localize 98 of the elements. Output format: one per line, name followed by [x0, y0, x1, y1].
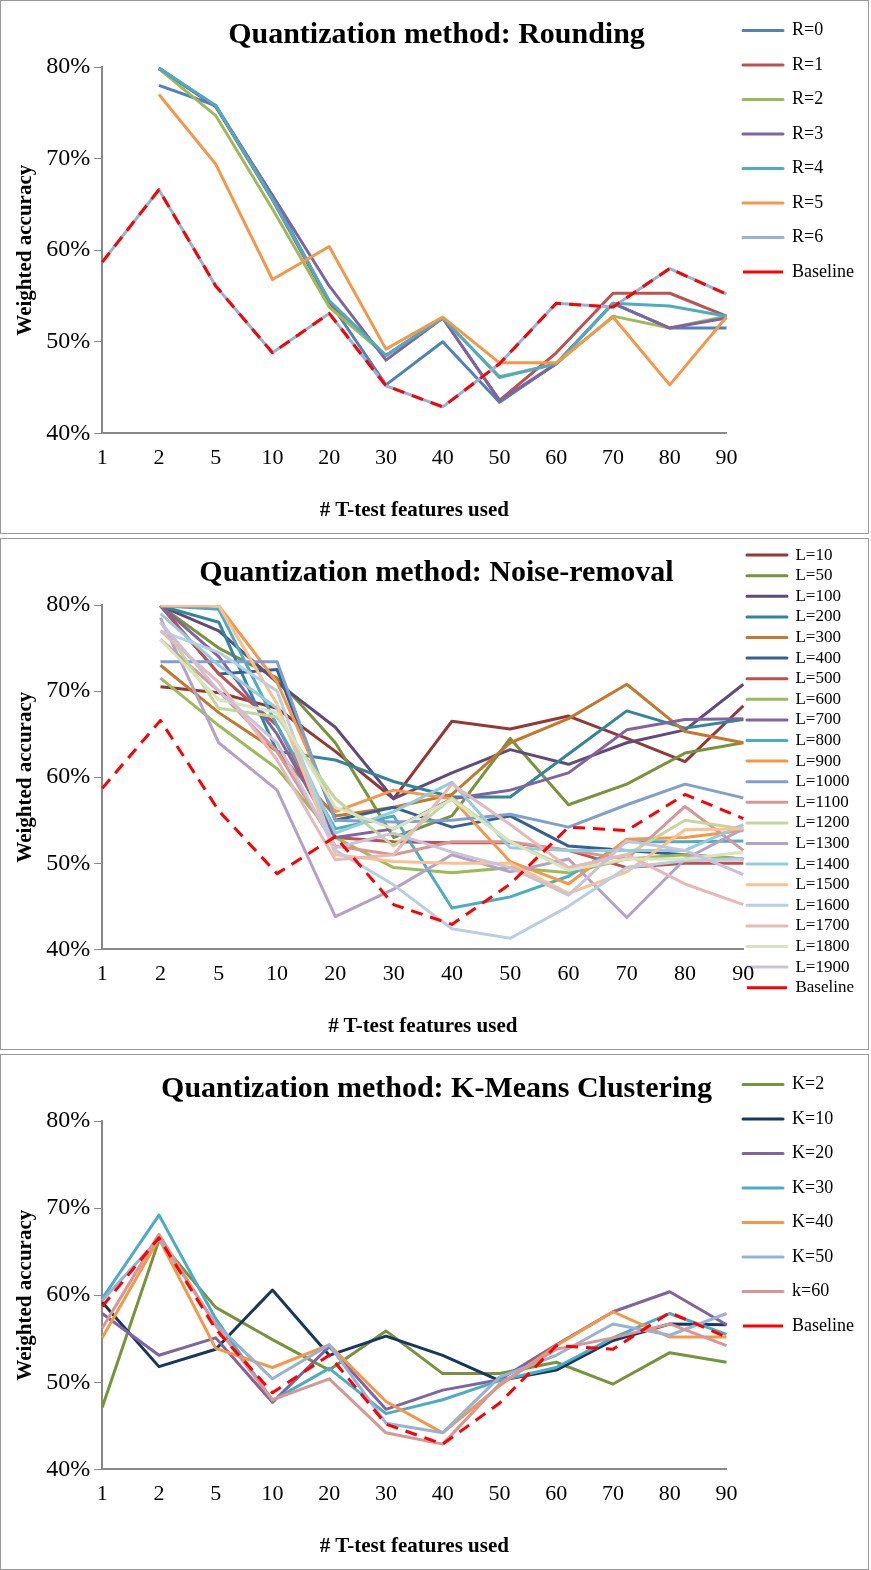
x-tick-label: 30: [382, 960, 405, 986]
y-tick-label: 50%: [46, 848, 91, 875]
y-tick-label: 80%: [46, 590, 91, 617]
y-tick-label: 60%: [46, 762, 91, 789]
legend-label: Baseline: [792, 1314, 855, 1335]
x-tick-label: 90: [715, 444, 738, 470]
x-tick-label: 5: [210, 444, 222, 470]
x-tick-label: 10: [266, 960, 289, 986]
x-tick-label: 80: [658, 1480, 681, 1506]
legend-label: L=1900: [795, 956, 850, 976]
y-tick-label: 50%: [46, 327, 91, 354]
y-tick-label: 70%: [46, 143, 91, 170]
x-axis-title: # T-test features used: [328, 1012, 518, 1037]
legend-label: L=1000: [795, 771, 850, 791]
legend-label: K=20: [792, 1142, 834, 1163]
x-tick-label: 10: [261, 1480, 284, 1506]
x-tick-label: 40: [431, 444, 454, 470]
legend-label: R=1: [792, 53, 824, 74]
legend-label: Baseline: [792, 260, 855, 281]
legend-label: L=1100: [795, 791, 849, 811]
legend-label: L=1500: [795, 874, 850, 894]
chart-title: Quantization method: Noise-removal: [199, 553, 674, 587]
legend-label: K=2: [792, 1073, 825, 1094]
x-axis-title: # T-test features used: [319, 1532, 510, 1557]
y-tick-label: 40%: [46, 1454, 91, 1481]
y-tick-label: 40%: [46, 934, 91, 961]
legend-label: R=4: [792, 157, 824, 178]
legend-label: L=100: [795, 585, 841, 605]
legend-label: L=1800: [795, 935, 850, 955]
legend-label: L=1300: [795, 832, 850, 852]
x-tick-label: 20: [324, 960, 347, 986]
x-tick-label: 2: [154, 960, 166, 986]
x-tick-label: 40: [431, 1480, 454, 1506]
legend-label: L=10: [795, 544, 833, 564]
legend-label: Baseline: [795, 977, 855, 997]
legend-label: L=700: [795, 709, 841, 729]
x-tick-label: 50: [488, 1480, 511, 1506]
legend-label: K=30: [792, 1176, 834, 1197]
chart-title: Quantization method: K-Means Clustering: [161, 1069, 712, 1103]
legend-label: L=900: [795, 750, 841, 770]
y-tick-label: 60%: [46, 1280, 91, 1307]
chart-title: Quantization method: Rounding: [228, 15, 645, 49]
y-axis-title: Weighted accuracy: [12, 164, 37, 336]
x-tick-label: 90: [715, 1480, 738, 1506]
y-tick-label: 60%: [46, 235, 91, 262]
legend-label: K=50: [792, 1245, 834, 1266]
x-axis-title: # T-test features used: [319, 496, 510, 521]
x-tick-label: 1: [96, 960, 108, 986]
x-tick-label: 5: [210, 1480, 222, 1506]
y-axis-title: Weighted accuracy: [12, 1209, 37, 1381]
x-tick-label: 70: [615, 960, 638, 986]
legend-label: K=40: [792, 1211, 834, 1232]
legend-label: L=1700: [795, 915, 850, 935]
y-tick-label: 80%: [46, 1106, 91, 1133]
legend-label: k=60: [792, 1280, 830, 1301]
x-tick-label: 1: [96, 1480, 108, 1506]
legend-label: L=800: [795, 729, 841, 749]
x-tick-label: 60: [545, 444, 568, 470]
x-tick-label: 80: [674, 960, 697, 986]
x-tick-label: 10: [261, 444, 284, 470]
x-tick-label: 5: [213, 960, 225, 986]
x-tick-label: 70: [602, 444, 625, 470]
y-tick-label: 40%: [46, 418, 91, 445]
x-tick-label: 90: [732, 960, 755, 986]
legend-label: K=10: [792, 1107, 834, 1128]
legend-label: R=5: [792, 191, 824, 212]
x-tick-label: 70: [602, 1480, 625, 1506]
legend-label: R=0: [792, 19, 824, 40]
y-tick-label: 80%: [46, 52, 91, 79]
legend-label: R=6: [792, 226, 824, 247]
y-tick-label: 50%: [46, 1367, 91, 1394]
legend-label: L=200: [795, 606, 841, 626]
legend-label: R=3: [792, 122, 824, 143]
x-tick-label: 50: [488, 444, 511, 470]
y-tick-label: 70%: [46, 676, 91, 703]
x-tick-label: 60: [545, 1480, 568, 1506]
x-tick-label: 30: [374, 1480, 397, 1506]
legend-label: L=1400: [795, 853, 850, 873]
legend-label: L=1600: [795, 894, 850, 914]
y-axis-title: Weighted accuracy: [12, 691, 37, 863]
x-tick-label: 50: [499, 960, 522, 986]
x-tick-label: 20: [318, 1480, 341, 1506]
x-tick-label: 1: [96, 444, 108, 470]
legend-label: L=600: [795, 688, 841, 708]
x-tick-label: 30: [374, 444, 397, 470]
x-tick-label: 40: [440, 960, 463, 986]
legend-label: L=500: [795, 668, 841, 688]
legend-label: L=300: [795, 626, 841, 646]
y-tick-label: 70%: [46, 1193, 91, 1220]
x-tick-label: 20: [318, 444, 341, 470]
x-tick-label: 60: [557, 960, 580, 986]
x-tick-label: 2: [153, 1480, 165, 1506]
legend-label: L=50: [795, 565, 833, 585]
legend-label: R=2: [792, 88, 824, 109]
x-tick-label: 80: [658, 444, 681, 470]
legend-label: L=1200: [795, 812, 850, 832]
legend-label: L=400: [795, 647, 841, 667]
x-tick-label: 2: [153, 444, 165, 470]
